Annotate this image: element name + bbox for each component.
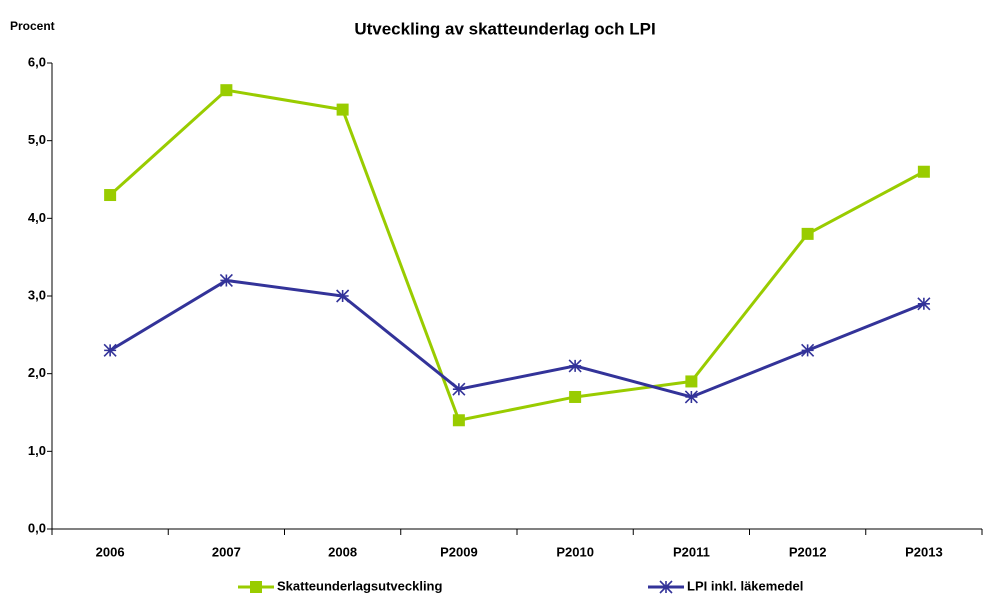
x-tick-label: P2010 (556, 544, 594, 559)
marker (336, 103, 349, 116)
legend-marker (659, 580, 673, 594)
marker (801, 227, 814, 240)
chart-title: Utveckling av skatteunderlag och LPI (354, 19, 655, 38)
marker (917, 165, 930, 178)
series-line (109, 278, 925, 399)
y-tick-label: 2,0 (28, 365, 46, 380)
x-tick-label: P2013 (905, 544, 943, 559)
marker (452, 414, 465, 427)
marker (917, 297, 931, 311)
x-tick-label: P2011 (673, 544, 710, 559)
marker (568, 359, 582, 373)
y-tick-label: 6,0 (28, 54, 46, 69)
marker (452, 382, 466, 396)
marker (685, 375, 698, 388)
x-tick-label: 2007 (212, 544, 241, 559)
marker (684, 390, 698, 404)
marker (103, 343, 117, 357)
series-line (109, 88, 925, 422)
marker (104, 189, 117, 202)
y-tick-label: 1,0 (28, 443, 46, 458)
legend-marker (250, 581, 262, 593)
marker (569, 390, 582, 403)
marker (220, 84, 233, 97)
legend-label: LPI inkl. läkemedel (687, 578, 803, 593)
marker (336, 289, 350, 303)
y-tick-label: 3,0 (28, 287, 46, 302)
x-tick-label: 2006 (96, 544, 125, 559)
y-tick-label: 0,0 (28, 520, 46, 535)
marker (219, 273, 233, 288)
marker (801, 343, 815, 357)
x-tick-label: 2008 (328, 544, 357, 559)
x-tick-label: P2012 (789, 544, 827, 559)
y-tick-label: 4,0 (28, 210, 46, 225)
x-tick-label: P2009 (440, 544, 478, 559)
y-tick-label: 5,0 (28, 132, 46, 147)
legend-label: Skatteunderlagsutveckling (277, 578, 442, 593)
y-axis-label: Procent (10, 19, 55, 33)
